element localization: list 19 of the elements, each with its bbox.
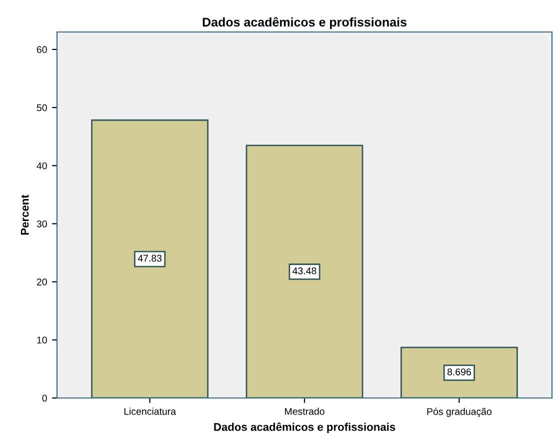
y-tick-label: 20 bbox=[36, 278, 47, 286]
y-tick-label: 40 bbox=[36, 162, 47, 170]
y-tick-label: 0 bbox=[42, 394, 47, 402]
data-label: 43.48 bbox=[292, 267, 316, 274]
y-tick-label: 50 bbox=[36, 104, 47, 112]
bar bbox=[246, 144, 364, 398]
y-axis-title: Percent bbox=[20, 194, 29, 235]
x-tick-label: Licenciatura bbox=[124, 408, 176, 415]
chart-title: Dados acadêmicos e profissionais bbox=[202, 17, 406, 30]
x-tick-label: Pós graduação bbox=[427, 408, 492, 417]
y-tick-label: 30 bbox=[36, 220, 47, 228]
data-label: 8.696 bbox=[447, 368, 471, 376]
x-tick-label: Mestrado bbox=[285, 408, 324, 415]
y-tick-label: 60 bbox=[36, 46, 47, 54]
data-label: 47.83 bbox=[138, 254, 162, 262]
y-tick-label: 10 bbox=[37, 336, 47, 344]
bar bbox=[400, 346, 518, 398]
bar bbox=[91, 119, 209, 398]
x-axis-title: Dados acadêmicos e profissionais bbox=[214, 422, 396, 434]
